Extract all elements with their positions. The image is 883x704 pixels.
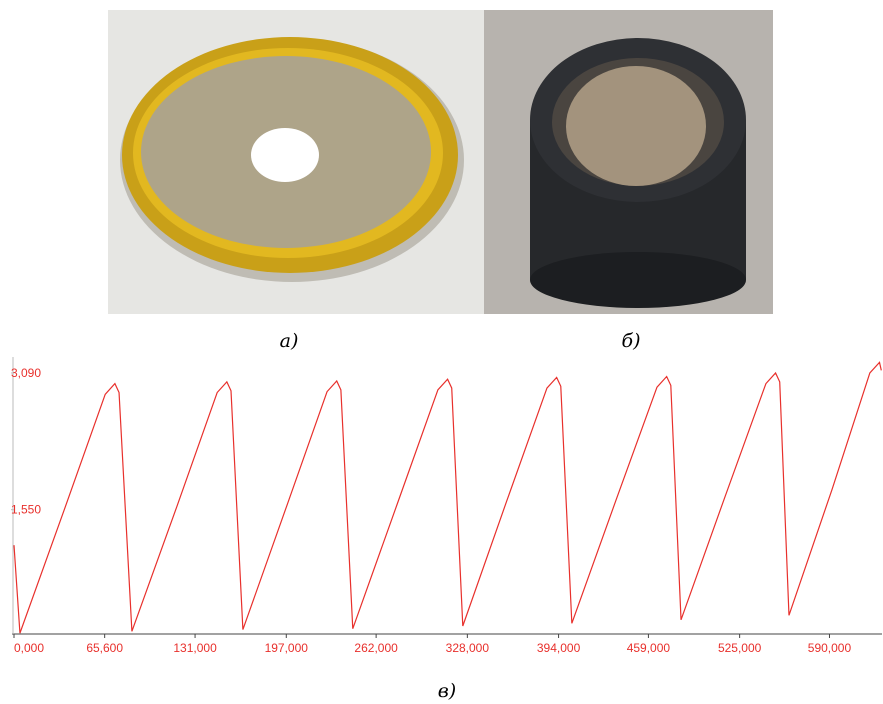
x-tick-label: 131,000 — [173, 641, 217, 655]
x-tick-label: 525,000 — [718, 641, 762, 655]
y-tick-label: 3,090 — [11, 366, 41, 380]
x-tick-label: 590,000 — [808, 641, 852, 655]
series-line — [14, 362, 881, 633]
caption: б) — [621, 330, 640, 352]
photo-a — [108, 10, 484, 314]
chart: 0,000 65,600 131,000 197,000 262,000 328,000 3… — [11, 357, 882, 655]
x-tick-label: 328,000 — [446, 641, 490, 655]
x-tick-label: 0,000 — [14, 641, 44, 655]
x-tick-label: 394,000 — [537, 641, 581, 655]
x-tick-label: 65,600 — [86, 641, 123, 655]
y-tick-label: 1,550 — [11, 503, 41, 517]
photo-b — [484, 10, 773, 314]
x-tick-label: 459,000 — [627, 641, 671, 655]
x-tick-label: 197,000 — [265, 641, 309, 655]
caption: а) — [280, 330, 299, 352]
x-tick-label: 262,000 — [354, 641, 398, 655]
caption: в) — [438, 680, 456, 702]
figure: а) б) в) 0,000 65,600 131,000 197,000 262,00… — [0, 0, 883, 704]
